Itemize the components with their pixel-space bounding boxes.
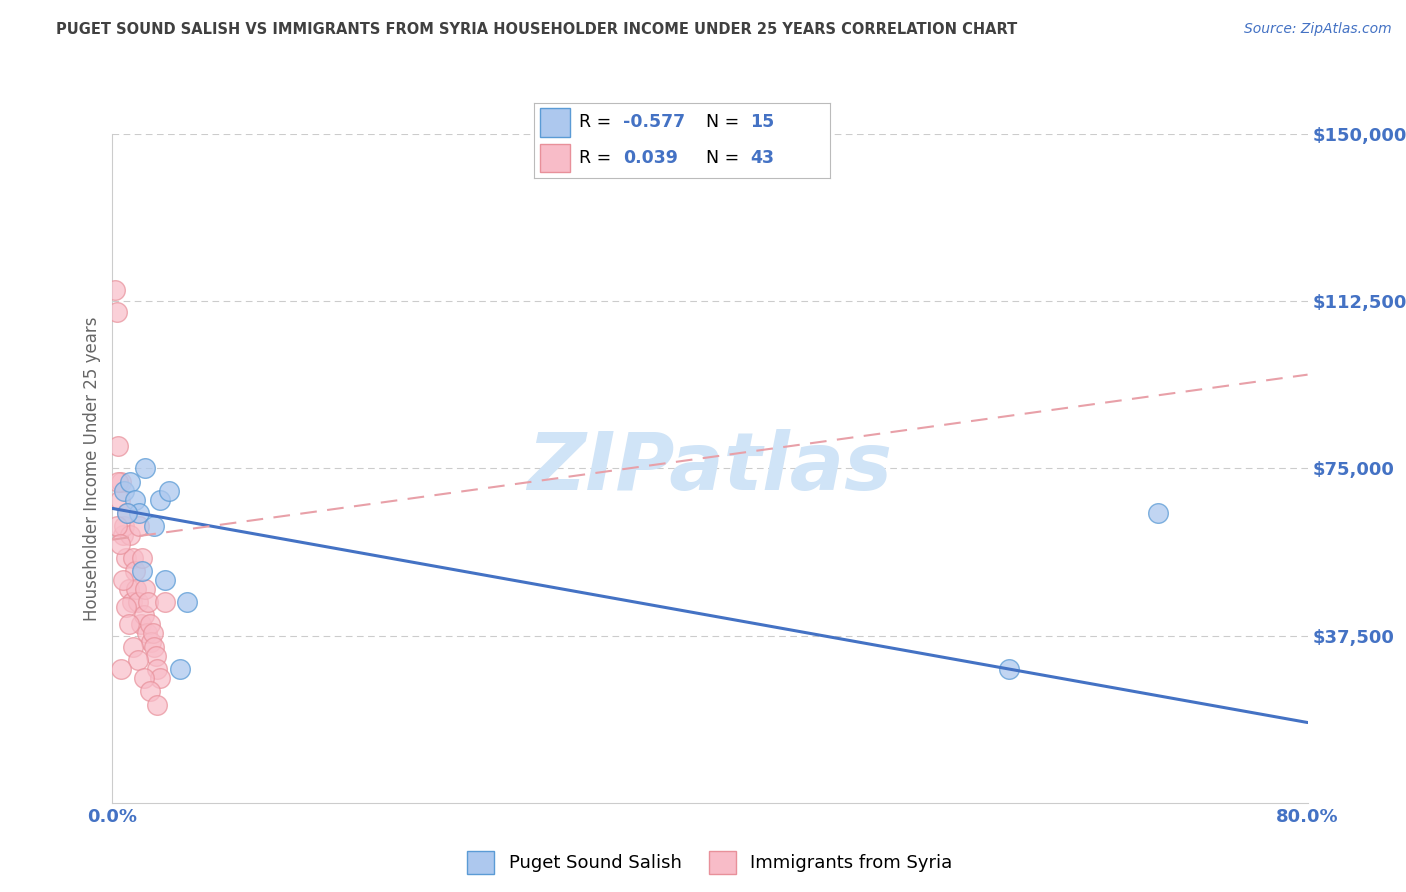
Point (117, 506, 139, 520)
Point (108, 537, 131, 551)
Point (1147, 506, 1170, 520)
Point (111, 573, 134, 587)
Point (141, 635, 163, 649)
Text: N =: N = (706, 149, 744, 167)
Point (127, 653, 149, 667)
Point (139, 684, 162, 698)
FancyBboxPatch shape (540, 108, 569, 136)
Point (145, 648, 167, 663)
Text: R =: R = (579, 149, 616, 167)
Point (110, 475, 132, 489)
Point (128, 519, 150, 533)
Y-axis label: Householder Income Under 25 years: Householder Income Under 25 years (83, 316, 101, 621)
Point (128, 506, 150, 520)
Point (143, 519, 166, 533)
Point (104, 283, 127, 297)
Point (138, 595, 160, 609)
Text: PUGET SOUND SALISH VS IMMIGRANTS FROM SYRIA HOUSEHOLDER INCOME UNDER 25 YEARS CO: PUGET SOUND SALISH VS IMMIGRANTS FROM SY… (56, 22, 1018, 37)
Point (107, 475, 129, 489)
Point (111, 528, 134, 542)
Point (108, 492, 131, 507)
Point (142, 626, 165, 640)
Point (121, 595, 143, 609)
Point (134, 582, 156, 596)
Text: R =: R = (579, 113, 616, 131)
Point (157, 483, 180, 498)
Point (146, 662, 169, 676)
Point (149, 492, 172, 507)
Point (132, 671, 155, 685)
Point (132, 608, 155, 623)
Text: 0.039: 0.039 (623, 149, 678, 167)
Text: -0.577: -0.577 (623, 113, 685, 131)
Point (998, 662, 1021, 676)
Point (120, 475, 142, 489)
Point (114, 483, 135, 498)
Point (122, 550, 145, 565)
Point (125, 582, 148, 596)
Text: Source: ZipAtlas.com: Source: ZipAtlas.com (1244, 22, 1392, 37)
Text: N =: N = (706, 113, 744, 131)
Point (139, 617, 162, 632)
Point (115, 599, 138, 614)
Point (131, 564, 153, 578)
Point (120, 528, 142, 542)
Point (110, 662, 132, 676)
Point (146, 698, 169, 712)
Text: ZIPatlas: ZIPatlas (527, 429, 893, 508)
Point (122, 640, 145, 654)
Point (143, 640, 166, 654)
Point (169, 662, 191, 676)
FancyBboxPatch shape (540, 144, 569, 172)
Point (124, 564, 146, 578)
Text: 43: 43 (749, 149, 773, 167)
Point (115, 550, 138, 565)
Point (131, 550, 153, 565)
Point (118, 617, 141, 632)
Point (124, 492, 146, 507)
Point (114, 519, 135, 533)
Point (134, 461, 156, 475)
Point (105, 305, 128, 319)
Point (129, 617, 152, 632)
Point (105, 519, 128, 533)
Point (153, 595, 176, 609)
Legend: Puget Sound Salish, Immigrants from Syria: Puget Sound Salish, Immigrants from Syri… (460, 844, 960, 880)
Text: 15: 15 (749, 113, 775, 131)
Point (149, 671, 172, 685)
Point (127, 595, 149, 609)
Point (135, 626, 157, 640)
Point (117, 506, 139, 520)
Point (176, 595, 198, 609)
Point (153, 573, 176, 587)
Point (118, 582, 141, 596)
Point (107, 439, 129, 453)
